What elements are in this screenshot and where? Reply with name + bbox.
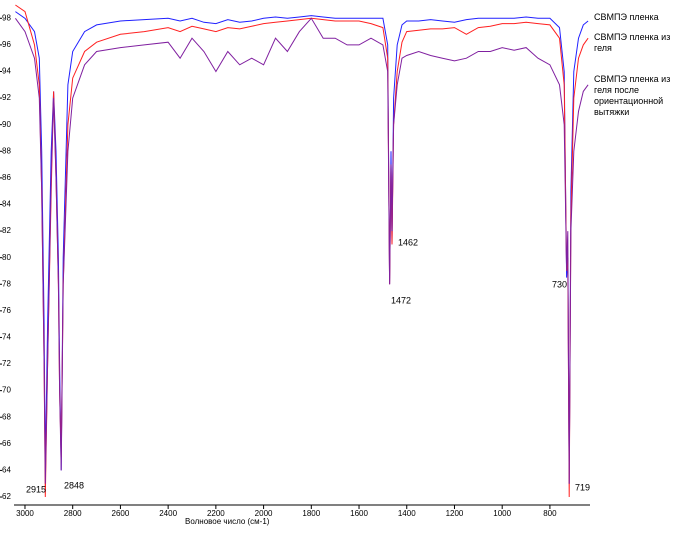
y-tick-label: 78 [2,279,11,288]
series-line [15,4,589,498]
y-tick-label: 88 [2,146,11,155]
y-tick-label: 66 [2,439,11,448]
x-tick-label: 1600 [350,509,368,518]
y-tick-label: 74 [2,333,11,342]
y-tick-label: 92 [2,93,11,102]
y-tick-label: 80 [2,253,11,262]
legend-entry: СВМПЭ пленка из геля [594,32,671,53]
y-tick-label: 86 [2,173,11,182]
x-tick-label: 1400 [398,509,416,518]
x-tick-label: 2800 [64,509,82,518]
x-tick-label: 2600 [112,509,130,518]
x-tick-label: 1800 [302,509,320,518]
x-tick-label: 2200 [207,509,225,518]
y-tick-label: 98 [2,13,11,22]
y-tick-label: 70 [2,386,11,395]
y-tick-label: 96 [2,40,11,49]
y-tick-label: 82 [2,226,11,235]
y-tick-label: 84 [2,200,11,209]
series-line [14,17,589,484]
y-tick-label: 72 [2,359,11,368]
x-tick-label: 3000 [16,509,34,518]
annotation: 1462 [398,237,418,247]
annotation: 719 [575,482,590,492]
y-tick-label: 94 [2,67,11,76]
x-tick-label: 1200 [446,509,464,518]
x-tick-label: 2400 [159,509,177,518]
y-tick-label: 68 [2,412,11,421]
y-tick-label: 62 [2,492,11,501]
annotation: 2915 [26,484,46,494]
legend-entry: СВМПЭ пленка из геля после ориентационно… [594,74,671,117]
annotation: 730 [552,279,567,289]
y-tick-label: 64 [2,466,11,475]
y-tick-label: 90 [2,120,11,129]
legend-entry: СВМПЭ пленка [594,12,659,22]
x-tick-label: 1000 [493,509,511,518]
x-axis-title: Волновое число (см-1) [185,517,270,526]
x-tick-label: 800 [543,509,557,518]
series-line [15,11,589,484]
x-tick-label: 2000 [255,509,273,518]
y-tick-label: 76 [2,306,11,315]
annotation: 1472 [391,295,411,305]
annotation: 2848 [64,480,84,490]
